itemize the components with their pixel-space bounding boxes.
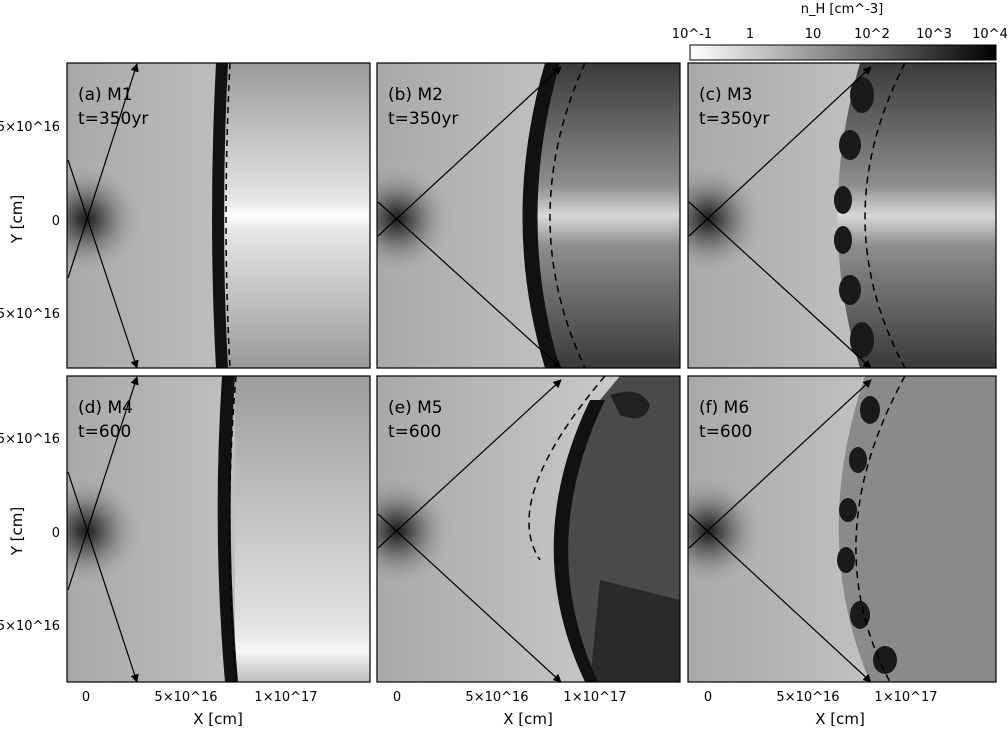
panel-e <box>377 376 680 682</box>
panel-b-time: t=350yr <box>388 109 458 129</box>
y-tick-label: 0 <box>52 526 60 541</box>
x-axis-b: 0 5×10^16 1×10^17 X [cm] <box>393 690 627 728</box>
y-tick-label: 5×10^16 <box>0 432 60 447</box>
y-tick-label: −5×10^16 <box>0 307 60 322</box>
x-tick-label: 1×10^17 <box>874 690 937 705</box>
panel-e-frame <box>376 375 681 683</box>
panel-a-frame <box>66 62 371 369</box>
colorbar-gradient <box>689 44 997 61</box>
colorbar: n_H [cm^-3] 10^-1 1 10 10^2 10^3 10^4 <box>672 2 1008 61</box>
panel-a <box>67 63 370 368</box>
y-tick-label: 5×10^16 <box>0 120 60 135</box>
panel-c <box>688 63 996 368</box>
x-tick-label: 5×10^16 <box>776 690 839 705</box>
x-tick-label: 0 <box>82 690 90 705</box>
panel-b-arrows <box>377 66 562 369</box>
y-axis-label: Y [cm] <box>8 507 26 557</box>
panel-e-arrows <box>377 379 562 683</box>
panel-e-label: (e) M5 <box>388 398 443 418</box>
y-tick-label: −5×10^16 <box>0 619 60 634</box>
colorbar-tick-label: 10^-1 <box>672 27 712 42</box>
x-axis-label: X [cm] <box>193 710 243 728</box>
colorbar-tick-label: 10 <box>805 27 822 42</box>
panel-d <box>67 376 370 682</box>
x-tick-label: 5×10^16 <box>465 690 528 705</box>
panel-e-time: t=600 <box>388 422 441 442</box>
colorbar-ticks: 10^-1 1 10 10^2 10^3 10^4 <box>672 27 1008 42</box>
colorbar-tick-label: 10^4 <box>972 27 1008 42</box>
panel-a-arrows <box>67 63 139 369</box>
panel-b-label: (b) M2 <box>388 85 443 105</box>
panel-a-label: (a) M1 <box>78 85 133 105</box>
x-axis-label: X [cm] <box>815 710 865 728</box>
x-tick-label: 1×10^17 <box>254 690 317 705</box>
panel-c-arrows <box>688 66 872 369</box>
panel-d-arrows <box>67 376 139 683</box>
x-tick-label: 5×10^16 <box>154 690 217 705</box>
y-axis-bottom: 5×10^16 0 −5×10^16 Y [cm] <box>0 432 60 634</box>
x-tick-label: 0 <box>704 690 712 705</box>
y-axis-label: Y [cm] <box>8 195 26 245</box>
panel-a-time: t=350yr <box>78 109 148 129</box>
panel-c-frame <box>687 62 997 369</box>
panel-b-frame <box>376 62 681 369</box>
x-tick-label: 1×10^17 <box>563 690 626 705</box>
panel-d-label: (d) M4 <box>78 398 133 418</box>
x-axis-label: X [cm] <box>503 710 553 728</box>
colorbar-title: n_H [cm^-3] <box>801 2 883 17</box>
x-tick-label: 0 <box>393 690 401 705</box>
x-axis-a: 0 5×10^16 1×10^17 X [cm] <box>82 690 318 728</box>
y-axis-top: 5×10^16 0 −5×10^16 Y [cm] <box>0 120 60 322</box>
panel-c-label: (c) M3 <box>699 85 753 105</box>
colorbar-tick-label: 10^3 <box>916 27 952 42</box>
y-tick-label: 0 <box>52 214 60 229</box>
panel-f-arrows <box>688 379 872 683</box>
panel-c-time: t=350yr <box>699 109 769 129</box>
panel-b <box>377 63 680 368</box>
colorbar-tick-label: 1 <box>746 27 754 42</box>
panel-d-frame <box>66 375 371 683</box>
panel-d-time: t=600 <box>78 422 131 442</box>
colorbar-tick-label: 10^2 <box>854 27 890 42</box>
panel-f <box>688 376 996 682</box>
panel-f-label: (f) M6 <box>699 398 749 418</box>
panel-f-frame <box>687 375 997 683</box>
x-axis-c: 0 5×10^16 1×10^17 X [cm] <box>704 690 938 728</box>
panel-f-time: t=600 <box>699 422 752 442</box>
